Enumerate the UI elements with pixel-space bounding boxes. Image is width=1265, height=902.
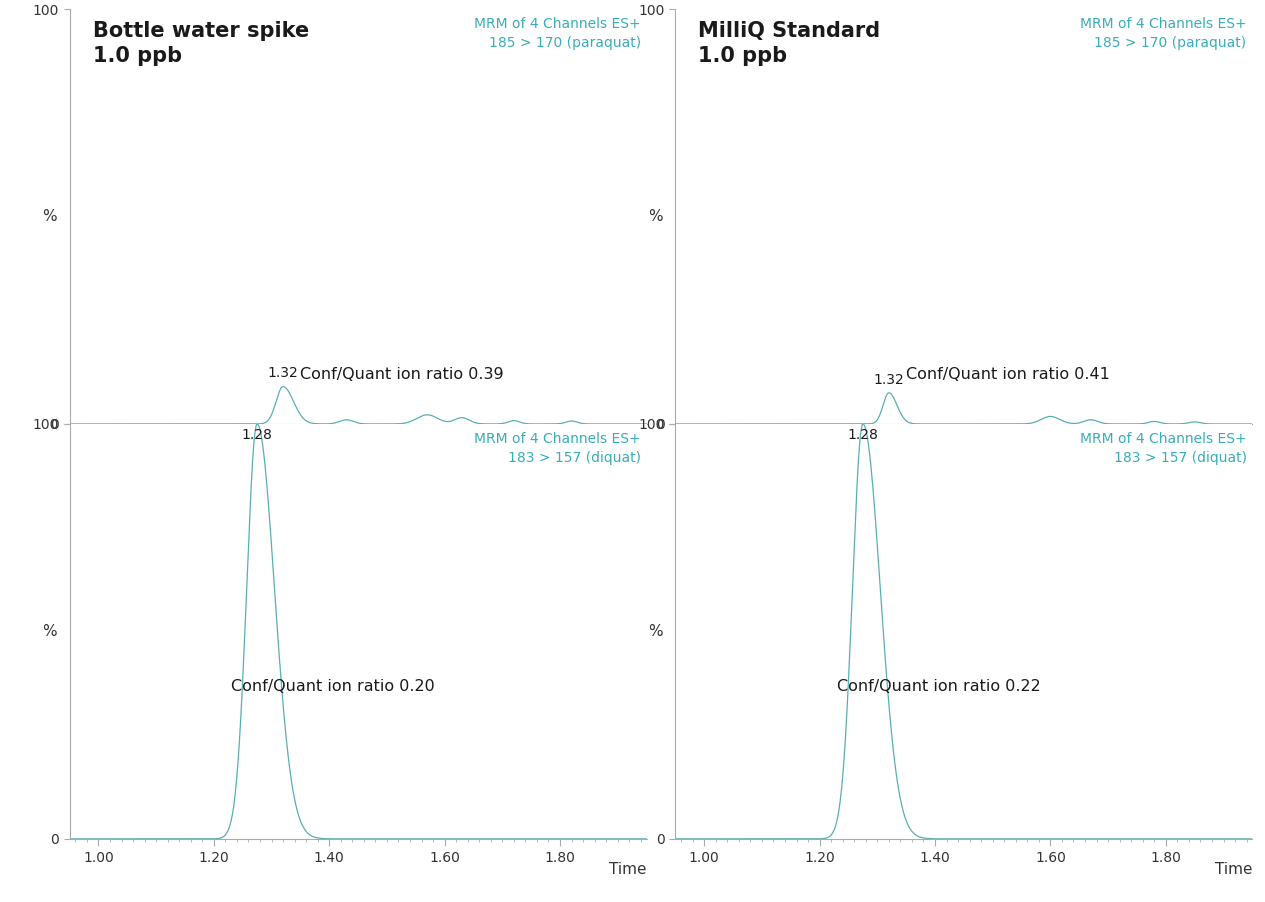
- Text: %: %: [648, 209, 663, 224]
- Text: MRM of 4 Channels ES+
183 > 157 (diquat): MRM of 4 Channels ES+ 183 > 157 (diquat): [474, 432, 641, 465]
- Text: 1.32: 1.32: [268, 366, 299, 381]
- Text: Conf/Quant ion ratio 0.22: Conf/Quant ion ratio 0.22: [837, 678, 1041, 694]
- Text: %: %: [648, 624, 663, 639]
- Text: %: %: [42, 624, 57, 639]
- Text: MRM of 4 Channels ES+
185 > 170 (paraquat): MRM of 4 Channels ES+ 185 > 170 (paraqua…: [474, 17, 641, 50]
- Text: MilliQ Standard
1.0 ppb: MilliQ Standard 1.0 ppb: [698, 22, 880, 66]
- Text: 1.28: 1.28: [848, 428, 878, 442]
- Text: Conf/Quant ion ratio 0.39: Conf/Quant ion ratio 0.39: [300, 367, 503, 382]
- Text: 1.28: 1.28: [242, 428, 272, 442]
- Text: MRM of 4 Channels ES+
185 > 170 (paraquat): MRM of 4 Channels ES+ 185 > 170 (paraqua…: [1080, 17, 1246, 50]
- Text: Time: Time: [608, 861, 646, 877]
- Text: %: %: [42, 209, 57, 224]
- Text: Time: Time: [1214, 861, 1252, 877]
- Text: Conf/Quant ion ratio 0.41: Conf/Quant ion ratio 0.41: [906, 367, 1111, 382]
- Text: MRM of 4 Channels ES+
183 > 157 (diquat): MRM of 4 Channels ES+ 183 > 157 (diquat): [1080, 432, 1246, 465]
- Text: Bottle water spike
1.0 ppb: Bottle water spike 1.0 ppb: [92, 22, 309, 66]
- Text: 1.32: 1.32: [874, 373, 904, 387]
- Text: Conf/Quant ion ratio 0.20: Conf/Quant ion ratio 0.20: [231, 678, 435, 694]
